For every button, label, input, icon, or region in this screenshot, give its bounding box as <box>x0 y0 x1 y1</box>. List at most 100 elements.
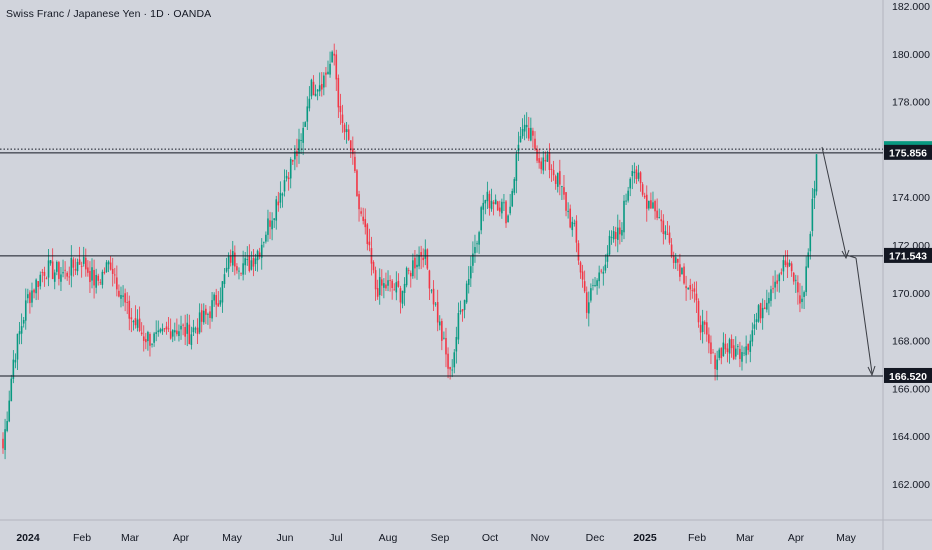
candle-body <box>58 262 60 279</box>
candle-body <box>552 170 555 176</box>
candle-body <box>797 282 799 293</box>
candles <box>2 43 818 460</box>
candle-body <box>227 256 230 269</box>
candle-body <box>809 233 812 252</box>
forecast-path <box>821 146 847 256</box>
candle-body <box>550 168 553 170</box>
candle-body <box>99 282 102 284</box>
level-label: 171.543 <box>889 251 927 263</box>
candle-body <box>517 144 520 152</box>
candle-body <box>211 300 213 319</box>
candle-body <box>10 378 13 402</box>
candle-body <box>722 342 725 357</box>
candle-body <box>320 84 323 90</box>
candle-body <box>140 332 143 335</box>
candle-body <box>414 257 416 269</box>
candle-body <box>616 227 619 240</box>
candle-body <box>126 302 128 303</box>
candle-body <box>600 270 603 272</box>
candle-body <box>639 172 642 184</box>
candle-body <box>544 160 547 162</box>
candle-body <box>368 241 371 246</box>
candle-body <box>300 139 302 141</box>
candle-body <box>499 207 501 212</box>
candle-body <box>14 359 17 363</box>
candle-body <box>619 227 621 235</box>
candle-body <box>60 274 62 282</box>
candle-body <box>778 274 781 282</box>
candle-body <box>180 325 182 330</box>
candle-body <box>147 331 149 342</box>
forecast-path <box>845 254 857 259</box>
candle-body <box>138 318 141 331</box>
candle-body <box>625 200 627 202</box>
candle-body <box>759 303 762 319</box>
candle-body <box>594 285 596 286</box>
candle-body <box>422 257 425 261</box>
candle-body <box>314 93 317 97</box>
candle-body <box>513 179 516 193</box>
candle-body <box>490 200 493 210</box>
candle-body <box>231 251 234 266</box>
candle-body <box>267 218 269 235</box>
candle-body <box>484 200 487 204</box>
candle-body <box>393 289 396 291</box>
candle-body <box>606 253 609 262</box>
candle-body <box>323 75 325 88</box>
candle-body <box>515 153 518 181</box>
candle-body <box>463 300 466 310</box>
candle-body <box>134 318 137 326</box>
candle-body <box>29 292 31 304</box>
candle-body <box>633 171 636 174</box>
candle-body <box>35 279 37 294</box>
candle-body <box>6 421 8 431</box>
candle-body <box>459 310 462 313</box>
candle-body <box>327 71 329 75</box>
candle-body <box>761 307 764 319</box>
candle-body <box>645 194 648 209</box>
candle-body <box>374 270 377 290</box>
candle-body <box>304 122 307 127</box>
candle-body <box>737 346 739 347</box>
candle-body <box>236 266 238 271</box>
candle-body <box>66 272 68 277</box>
candle-body <box>772 288 774 290</box>
candle-body <box>418 254 420 267</box>
candle-body <box>178 331 180 337</box>
candle-body <box>343 124 346 133</box>
candle-body <box>202 310 205 323</box>
candle-body <box>217 303 220 307</box>
candle-body <box>554 176 557 184</box>
candle-body <box>229 255 232 263</box>
level-label: 166.520 <box>889 371 927 383</box>
candle-body <box>668 232 671 243</box>
candle-body <box>768 298 770 304</box>
candle-body <box>542 157 545 171</box>
candle-body <box>354 156 356 171</box>
candle-body <box>294 151 296 160</box>
x-tick-label: Oct <box>482 532 498 544</box>
candle-body <box>362 216 364 221</box>
candle-body <box>149 333 151 346</box>
candle-body <box>681 267 683 275</box>
candle-body <box>751 330 754 342</box>
candle-body <box>95 274 97 288</box>
candle-body <box>780 272 783 274</box>
candle-body <box>358 194 360 210</box>
candle-body <box>563 187 565 195</box>
candle-body <box>234 252 236 267</box>
candle-body <box>430 290 433 292</box>
candle-body <box>658 217 660 218</box>
candle-body <box>238 270 240 272</box>
candle-body <box>153 333 155 343</box>
candle-body <box>333 53 335 56</box>
candle-body <box>505 201 507 224</box>
candle-body <box>277 201 280 206</box>
candle-body <box>523 124 526 132</box>
candle-body <box>581 271 584 280</box>
candle-body <box>213 294 215 301</box>
candle-body <box>480 207 482 231</box>
candle-body <box>635 169 638 179</box>
